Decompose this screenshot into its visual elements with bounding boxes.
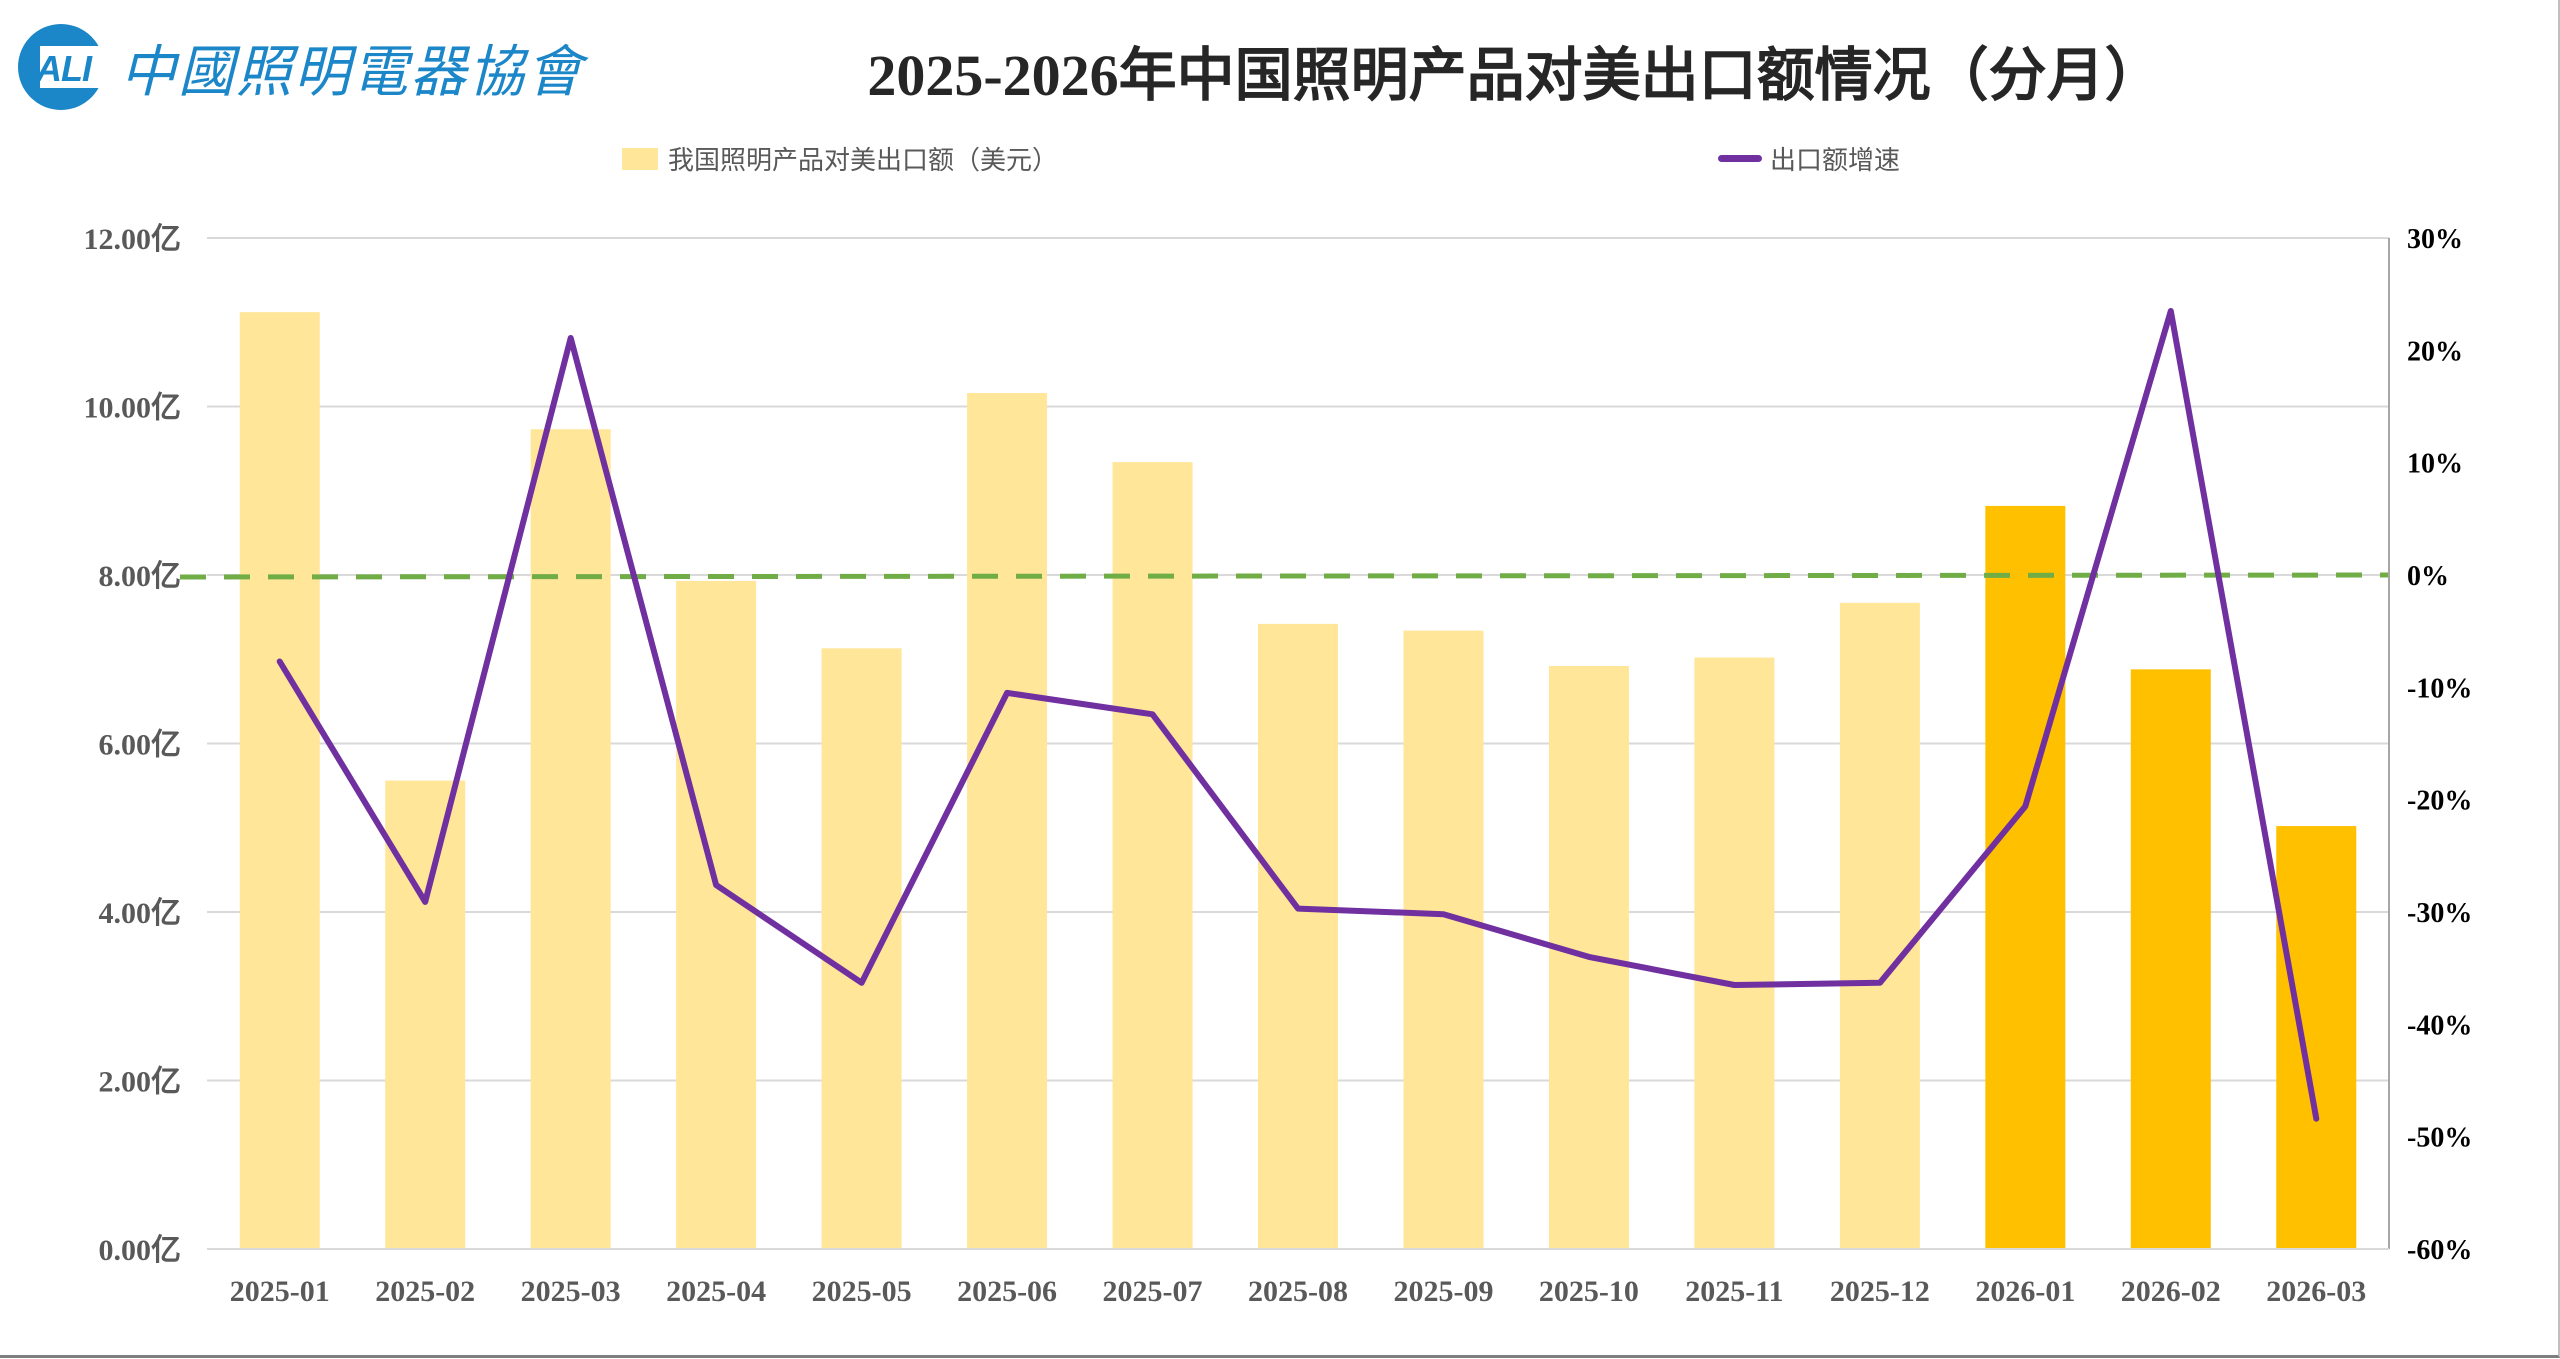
left-axis-tick: 6.00亿 xyxy=(99,729,182,762)
bar-2025-09 xyxy=(1403,630,1484,1249)
left-axis-tick: 0.00亿 xyxy=(99,1234,182,1267)
cali-logo: ALI 中國照明電器協會 xyxy=(18,22,584,112)
x-axis-label: 2025-06 xyxy=(957,1275,1057,1308)
zero-dashed-line xyxy=(179,572,2390,580)
x-axis-label: 2025-02 xyxy=(375,1275,475,1308)
bar-2026-03 xyxy=(2276,826,2357,1249)
left-axis-tick: 12.00亿 xyxy=(84,223,182,256)
line-series xyxy=(276,308,2320,1122)
zero-reference-line xyxy=(179,572,2390,580)
legend-item-line: 出口额增速 xyxy=(1718,140,1900,177)
bar-2025-07 xyxy=(1112,462,1193,1250)
bar-swatch-icon xyxy=(622,147,658,170)
bar-2026-01 xyxy=(1985,505,2066,1249)
right-axis-tick: -40% xyxy=(2407,1010,2472,1041)
bar-2025-06 xyxy=(967,393,1048,1249)
x-axis-label: 2025-10 xyxy=(1539,1275,1639,1308)
bar-2025-01 xyxy=(239,312,320,1249)
right-axis-tick: -50% xyxy=(2407,1123,2472,1154)
legend-bar-label: 我国照明产品对美出口额（美元） xyxy=(668,146,1059,175)
cali-logo-mark-icon: ALI xyxy=(18,24,104,110)
x-axis-label: 2025-08 xyxy=(1248,1275,1348,1308)
x-axis-label: 2026-01 xyxy=(1975,1275,2075,1308)
axes: 0.00亿 2.00亿 4.00亿 6.00亿 8.00亿 10.00亿 12.00亿 -60… xyxy=(84,223,2473,1308)
bar-2025-08 xyxy=(1257,623,1339,1249)
logo-text: 中國照明電器協會 xyxy=(120,39,584,105)
x-axis-label: 2026-03 xyxy=(2266,1275,2366,1308)
bar-series xyxy=(239,312,2357,1250)
right-axis-tick: -10% xyxy=(2407,673,2472,704)
left-axis-tick: 10.00亿 xyxy=(84,392,182,425)
x-axis-label: 2025-05 xyxy=(812,1275,912,1308)
logo-mark-text: ALI xyxy=(36,48,92,89)
left-axis-tick: 2.00亿 xyxy=(99,1066,182,1099)
growth-rate-line xyxy=(276,308,2320,1122)
bar-2025-05 xyxy=(821,648,902,1249)
right-axis-tick: -60% xyxy=(2407,1235,2472,1266)
right-axis-tick: 20% xyxy=(2407,336,2463,367)
bar-2025-12 xyxy=(1839,602,1920,1249)
x-axis-label: 2025-11 xyxy=(1685,1275,1783,1308)
bar-2025-11 xyxy=(1694,657,1775,1249)
bar-2025-04 xyxy=(676,580,757,1249)
x-axis-label: 2025-09 xyxy=(1393,1275,1493,1308)
left-axis-tick: 4.00亿 xyxy=(99,897,182,930)
bar-2025-03 xyxy=(530,429,611,1249)
x-axis-label: 2026-02 xyxy=(2121,1275,2221,1308)
right-axis-tick: -30% xyxy=(2407,898,2472,929)
line-swatch-icon xyxy=(1718,155,1762,162)
bar-2026-02 xyxy=(2130,669,2211,1249)
x-axis-label: 2025-07 xyxy=(1103,1275,1203,1308)
legend-line-label: 出口额增速 xyxy=(1770,146,1901,175)
x-axis-label: 2025-12 xyxy=(1830,1275,1930,1308)
chart-title: 2025-2026年中国照明产品对美出口额情况（分月） xyxy=(867,43,2163,108)
right-axis-tick: 0% xyxy=(2407,561,2449,592)
legend-item-bar: 我国照明产品对美出口额（美元） xyxy=(622,140,1058,177)
left-axis-tick: 8.00亿 xyxy=(99,560,182,593)
right-axis-tick: -20% xyxy=(2407,786,2472,817)
right-axis-tick: 30% xyxy=(2407,224,2463,255)
x-axis-label: 2025-04 xyxy=(666,1275,766,1308)
right-axis-tick: 10% xyxy=(2407,449,2463,480)
x-axis-label: 2025-01 xyxy=(230,1275,330,1308)
x-axis-label: 2025-03 xyxy=(521,1275,621,1308)
